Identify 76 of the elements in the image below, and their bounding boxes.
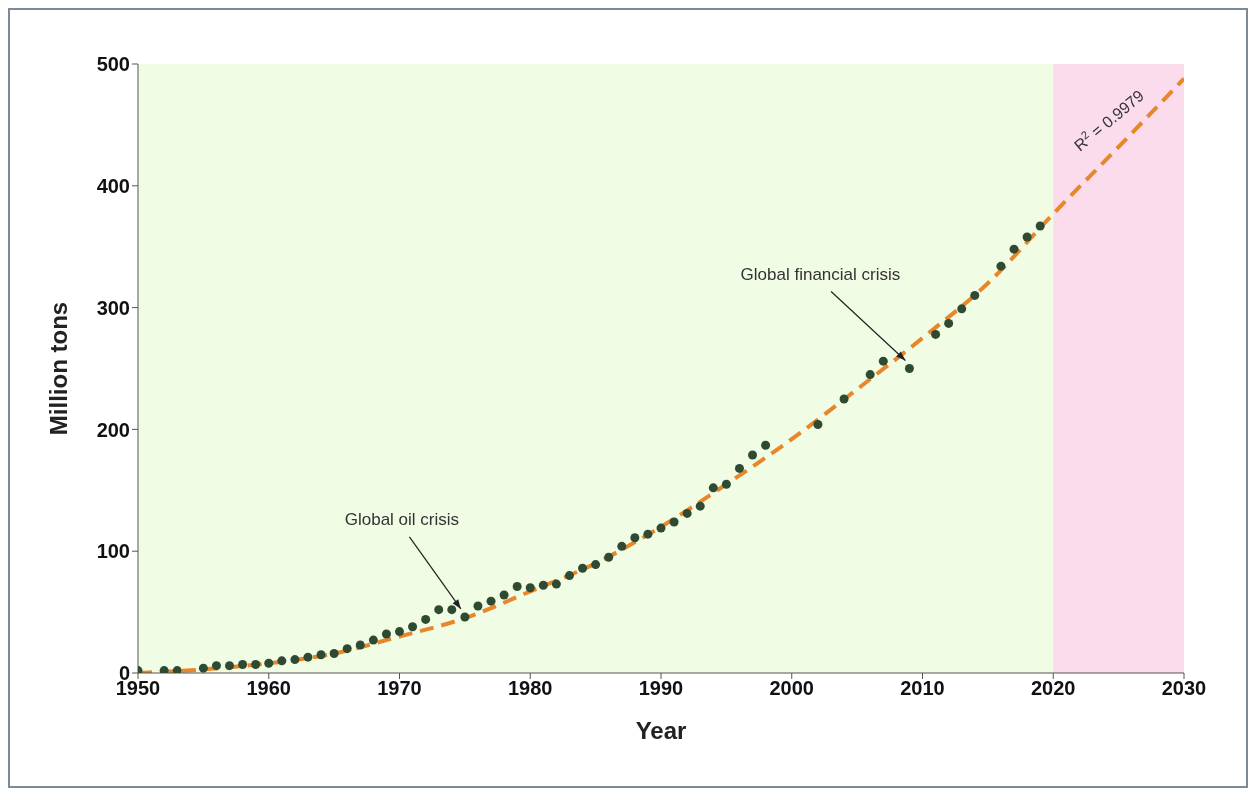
point — [721, 479, 731, 489]
point — [473, 601, 483, 611]
annotation: Global oil crisis — [344, 509, 460, 529]
point — [564, 571, 574, 581]
point — [434, 605, 444, 615]
point — [748, 450, 758, 460]
x-tick-label: 2020 — [1031, 677, 1076, 700]
point — [381, 629, 391, 639]
y-tick-label: 200 — [96, 418, 130, 441]
point — [355, 640, 365, 650]
point — [421, 614, 431, 624]
x-tick-label: 1980 — [508, 677, 553, 700]
point — [551, 579, 561, 589]
point — [512, 582, 522, 592]
point — [761, 440, 771, 450]
x-tick-label: 2030 — [1161, 677, 1207, 700]
point — [643, 529, 653, 539]
point — [159, 666, 169, 673]
annotation: Global financial crisis — [740, 264, 901, 284]
y-tick-label: 500 — [96, 53, 130, 76]
x-tick-label: 2010 — [900, 677, 945, 700]
point — [656, 523, 666, 533]
x-tick-label: 2000 — [769, 677, 814, 700]
point — [460, 612, 470, 622]
point — [878, 356, 888, 366]
point — [316, 650, 326, 660]
point — [630, 533, 640, 543]
point — [290, 655, 300, 665]
y-tick-label: 300 — [96, 296, 130, 319]
point — [813, 420, 823, 430]
point — [499, 590, 509, 600]
point — [211, 661, 221, 671]
point — [839, 394, 849, 404]
point — [1035, 221, 1045, 231]
point — [996, 261, 1006, 271]
point — [172, 666, 182, 673]
point — [329, 649, 339, 659]
point — [277, 656, 287, 666]
x-axis-title: Year — [635, 717, 687, 744]
point — [395, 627, 404, 637]
point — [591, 560, 601, 570]
point — [957, 304, 967, 314]
point — [538, 580, 548, 590]
point — [342, 644, 352, 654]
point — [734, 463, 744, 473]
y-tick-label: 400 — [96, 174, 130, 197]
y-tick-label: 100 — [96, 540, 130, 563]
point — [904, 364, 914, 373]
point — [303, 652, 313, 662]
x-tick-label: 1970 — [377, 677, 422, 700]
point — [578, 563, 588, 573]
point — [931, 329, 941, 339]
point — [865, 370, 875, 380]
point — [604, 552, 614, 562]
point — [238, 659, 248, 669]
point — [708, 483, 718, 493]
point — [695, 501, 705, 511]
point — [682, 508, 692, 518]
x-tick-label: 1990 — [638, 677, 684, 700]
point — [447, 605, 457, 615]
x-tick-label: 1960 — [246, 677, 291, 700]
point — [525, 583, 535, 593]
point — [669, 517, 679, 527]
point — [225, 661, 235, 671]
point — [264, 658, 274, 668]
point — [1022, 232, 1032, 242]
point — [251, 659, 261, 669]
point — [408, 622, 418, 632]
point — [970, 290, 980, 300]
point — [944, 318, 954, 328]
point — [198, 663, 208, 673]
point — [1009, 244, 1019, 254]
point — [617, 541, 627, 551]
point — [486, 596, 496, 606]
point — [368, 635, 378, 645]
y-axis-title: Million tons — [44, 301, 72, 436]
